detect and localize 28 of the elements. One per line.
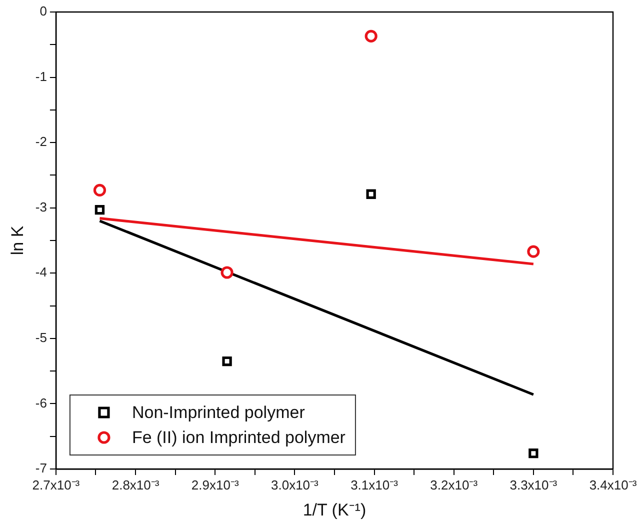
point — [528, 448, 538, 458]
y-tick-label: -1 — [35, 68, 47, 84]
point — [364, 30, 378, 42]
x-tick-label: 2.8x10⁻³ — [112, 477, 160, 492]
y-tick-label: -4 — [35, 264, 47, 280]
point — [94, 204, 105, 215]
x-tick-label: 2.9x10⁻³ — [191, 477, 240, 492]
y-tick-label: 0 — [40, 4, 47, 19]
point — [93, 184, 106, 197]
x-tick-label: 3.0x10⁻³ — [271, 477, 320, 492]
point — [366, 189, 376, 199]
legend-label: Non-Imprinted polymer — [132, 403, 306, 422]
y-tick-label: -5 — [35, 330, 47, 346]
y-axis-title: ln K — [8, 225, 27, 256]
point — [222, 356, 232, 366]
point — [220, 266, 234, 279]
x-axis-title: 1/T (K⁻¹) — [302, 500, 366, 520]
y-tick-label: -3 — [35, 199, 47, 214]
x-tick-label: 2.7x10⁻³ — [32, 477, 80, 492]
point — [527, 245, 540, 258]
x-tick-label: 3.3x10⁻³ — [510, 477, 558, 492]
legend-label: Fe (II) ion Imprinted polymer — [132, 428, 346, 448]
x-tick-label: 3.4x10⁻³ — [589, 477, 638, 492]
y-tick-label: -6 — [35, 395, 47, 410]
y-tick-label: -7 — [35, 460, 47, 476]
x-tick-label: 3.1x10⁻³ — [350, 477, 399, 492]
y-tick-label: -2 — [35, 134, 47, 150]
x-tick-label: 3.2x10⁻³ — [430, 477, 478, 492]
